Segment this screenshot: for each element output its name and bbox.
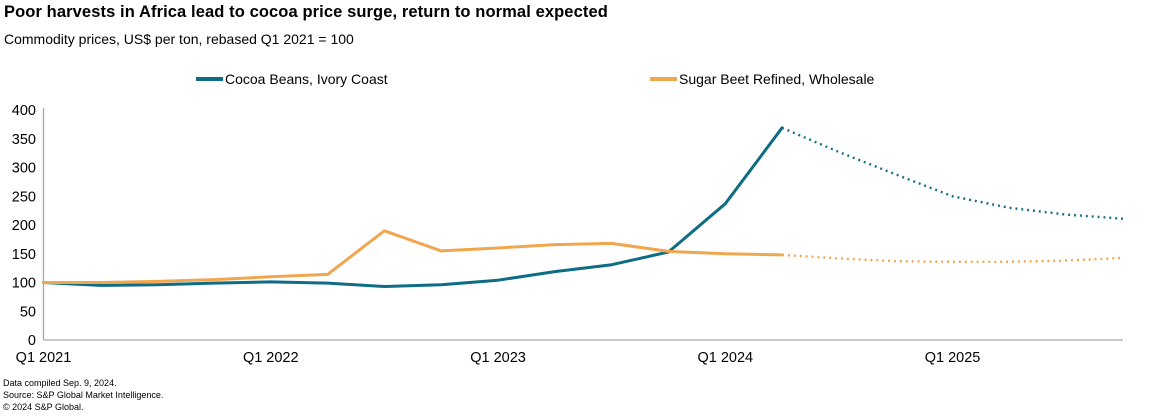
x-tick-label: Q1 2024 (697, 350, 753, 366)
series-forecast-dotted-0 (781, 126, 1124, 220)
y-tick-label: 100 (12, 276, 36, 292)
y-tick-label: 350 (12, 132, 36, 148)
legend: Cocoa Beans, Ivory Coast Sugar Beet Refi… (0, 70, 1162, 88)
chart-subtitle: Commodity prices, US$ per ton, rebased Q… (4, 31, 354, 47)
x-tick-label: Q1 2021 (16, 350, 72, 366)
y-tick-label: 400 (12, 103, 36, 119)
cocoa-line-swatch-icon (196, 77, 223, 81)
y-tick-label: 50 (20, 304, 36, 320)
y-tick-label: 300 (12, 161, 36, 177)
series-solid-1 (42, 229, 784, 284)
chart-title: Poor harvests in Africa lead to cocoa pr… (4, 3, 608, 21)
footer-copyright: © 2024 S&P Global. (3, 402, 84, 412)
legend-item-cocoa: Cocoa Beans, Ivory Coast (196, 70, 388, 88)
legend-label-sugar: Sugar Beet Refined, Wholesale (679, 71, 875, 87)
sugar-line-swatch-icon (650, 77, 677, 81)
y-tick-label: 200 (12, 218, 36, 234)
y-tick-label: 250 (12, 189, 36, 205)
footer-source: Source: S&P Global Market Intelligence. (3, 390, 164, 400)
series-forecast-dotted-1 (782, 253, 1124, 263)
legend-item-sugar: Sugar Beet Refined, Wholesale (650, 70, 874, 88)
chart-footer: Data compiled Sep. 9, 2024. Source: S&P … (3, 377, 163, 413)
x-tick-label: Q1 2022 (243, 350, 299, 366)
footer-compiled: Data compiled Sep. 9, 2024. (3, 378, 117, 388)
series-solid-0 (42, 126, 784, 288)
legend-label-cocoa: Cocoa Beans, Ivory Coast (225, 71, 388, 87)
y-tick-label: 150 (12, 247, 36, 263)
y-tick-label: 0 (28, 333, 36, 349)
x-tick-label: Q1 2025 (925, 350, 981, 366)
x-tick-label: Q1 2023 (470, 350, 526, 366)
